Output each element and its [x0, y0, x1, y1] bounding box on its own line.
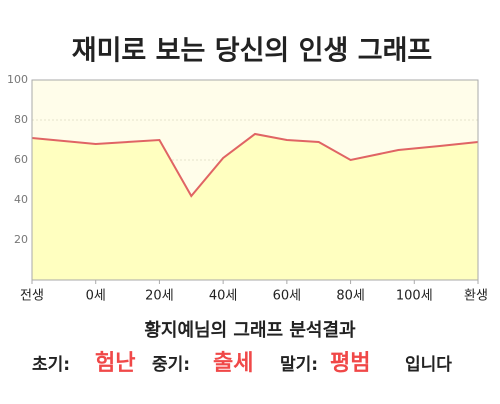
x-tick-label: 전생 [20, 289, 44, 304]
plot-border [31, 79, 479, 281]
x-tick-label: 20세 [145, 289, 174, 304]
y-tick-label: 100 [7, 73, 28, 86]
early-label: 초기: [32, 355, 70, 375]
x-tick-label: 환생 [464, 289, 488, 304]
middle-result: 출세 [213, 351, 253, 376]
result-heading: 황지예님의 그래프 분석결과 [144, 320, 356, 341]
middle-label: 중기: [152, 355, 190, 375]
result-ending: 입니다 [405, 355, 452, 375]
y-tick-label: 40 [14, 193, 28, 206]
chart-title: 재미로 보는 당신의 인생 그래프 [72, 36, 433, 67]
x-tick-label: 0세 [86, 289, 106, 304]
late-result: 평범 [330, 351, 370, 376]
line [31, 132, 479, 198]
x-tick-label: 40세 [209, 289, 238, 304]
early-result: 험난 [95, 350, 135, 376]
area [32, 134, 478, 280]
x-tick-label: 100세 [396, 289, 433, 304]
x-tick-label: 80세 [336, 289, 365, 304]
late-label: 말기: [280, 354, 318, 375]
y-tick-label: 20 [14, 233, 28, 246]
y-tick-label: 60 [14, 153, 28, 166]
x-tick-label: 60세 [273, 289, 302, 304]
y-tick-label: 80 [14, 113, 28, 126]
